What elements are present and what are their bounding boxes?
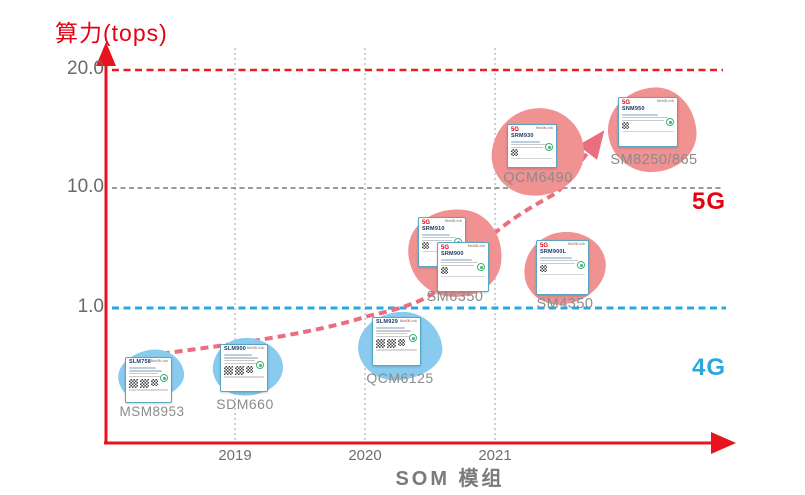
module-msm8953: SLM758 MeiGLink MSM8953 (112, 345, 192, 424)
qr-code (540, 265, 547, 273)
x-tick-2020: 2020 (348, 447, 382, 464)
qr-code (129, 378, 138, 388)
5g-badge: 5G (511, 127, 520, 133)
platform-label: SM6350 (426, 289, 484, 305)
qr-code (151, 378, 158, 386)
trend-arrow (135, 130, 605, 359)
axis-lines (104, 58, 714, 445)
brand-logo: MeiGLink (151, 359, 169, 363)
x-tick-2021: 2021 (478, 447, 512, 464)
chip-name: SRM930 (511, 133, 534, 139)
qr-code (398, 338, 405, 346)
qr-code (441, 267, 448, 275)
qr-code (140, 378, 149, 388)
y-tick-1: 1.0 (77, 296, 104, 317)
cert-icon (256, 361, 264, 369)
brand-logo: MeiGLink (467, 244, 485, 248)
5g-badge: 5G (540, 243, 549, 249)
module-qcm6125: SLM929 MeiGLink QCM6125 (352, 308, 448, 398)
x-axis-title: SOM 模组 (395, 468, 505, 490)
chip-name: SRM900 (441, 251, 464, 257)
y-tick-10: 10.0 (67, 176, 104, 197)
brand-logo: MeiGLink (444, 219, 462, 223)
qr-code (511, 149, 518, 157)
x-tick-2019: 2019 (218, 447, 252, 464)
module-qcm6490: 5G MeiGLink SRM930 QCM6490 (488, 104, 588, 200)
y-axis-title: 算力(tops) (55, 20, 168, 46)
5g-badge: 5G (441, 245, 450, 251)
chip-name: SLM758 (129, 359, 151, 365)
qr-code (235, 365, 244, 375)
chip-name: SRM900L (540, 249, 567, 255)
platform-label: SM8250/865 (610, 152, 698, 168)
brand-logo: MeiGLink (656, 99, 674, 103)
module-sm4350: 5G MeiGLink SRM900L SM4350 (520, 227, 610, 316)
module-card: 5G MeiGLink SRM900L (536, 240, 589, 295)
5g-badge: 5G (622, 100, 631, 106)
qr-code (387, 338, 396, 348)
cert-icon (477, 263, 485, 271)
module-sdm660: SLM900 MeiGLink SDM660 (205, 334, 286, 416)
brand-logo: MeiGLink (399, 319, 417, 323)
module-card: 5G MeiGLink SNM950 (618, 97, 678, 147)
platform-label: SDM660 (216, 396, 274, 412)
module-sm6350: 5G MeiGLink SRM910 5G MeiGLink SRM900 SM… (402, 202, 508, 310)
module-card: SLM758 MeiGLink (125, 357, 172, 403)
platform-label: QCM6125 (366, 370, 434, 386)
zone-label-4g: 4G (692, 354, 727, 381)
module-card: 5G MeiGLink SRM930 (507, 124, 557, 168)
5g-badge: 5G (422, 220, 431, 226)
brand-logo: MeiGLink (567, 242, 585, 246)
platform-label: MSM8953 (119, 404, 185, 419)
cert-icon (409, 334, 417, 342)
y-axis-arrowhead (96, 42, 116, 66)
cert-icon (160, 374, 168, 382)
chip-name: SRM910 (422, 226, 445, 232)
qr-code (246, 365, 253, 373)
chip-name: SLM929 (376, 319, 398, 325)
module-card: SLM929 MeiGLink (372, 317, 421, 366)
platform-label: QCM6490 (503, 170, 573, 186)
chip-name: SLM900 (224, 346, 246, 352)
qr-code (224, 365, 233, 375)
qr-code (622, 122, 629, 130)
platform-label: SM4350 (536, 296, 594, 312)
cert-icon (666, 118, 674, 126)
x-axis-arrowhead (711, 432, 736, 454)
y-tick-20: 20.0 (67, 58, 104, 79)
module-card: 5G MeiGLink SRM900 (437, 242, 489, 292)
qr-code (376, 338, 385, 348)
cert-icon (577, 261, 585, 269)
module-card: SLM900 MeiGLink (220, 344, 268, 392)
brand-logo: MeiGLink (535, 126, 553, 130)
module-sm8250-865: 5G MeiGLink SNM950 SM8250/865 (603, 82, 704, 178)
brand-logo: MeiGLink (246, 346, 264, 350)
chip-name: SNM950 (622, 106, 645, 112)
zone-label-5g: 5G (692, 188, 727, 215)
cert-icon (545, 143, 553, 151)
qr-code (422, 242, 429, 250)
